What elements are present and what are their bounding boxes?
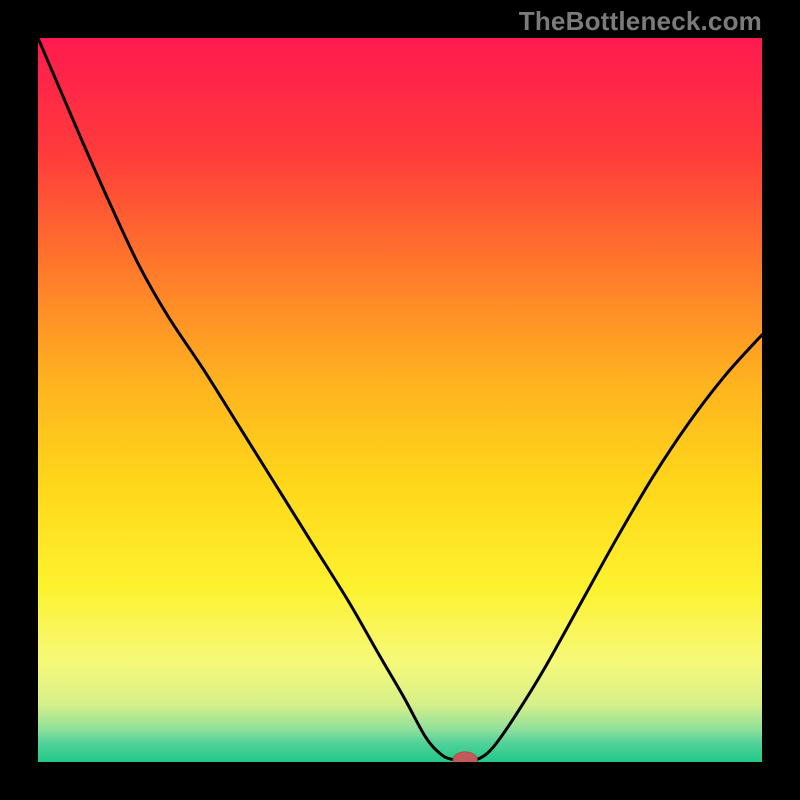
frame-border-right (762, 0, 800, 800)
frame-border-bottom (0, 762, 800, 800)
chart-frame: TheBottleneck.com (0, 0, 800, 800)
frame-border-left (0, 0, 38, 800)
bottleneck-chart-svg (38, 38, 762, 762)
chart-background (38, 38, 762, 762)
watermark-text: TheBottleneck.com (519, 6, 762, 37)
plot-area (38, 38, 762, 762)
